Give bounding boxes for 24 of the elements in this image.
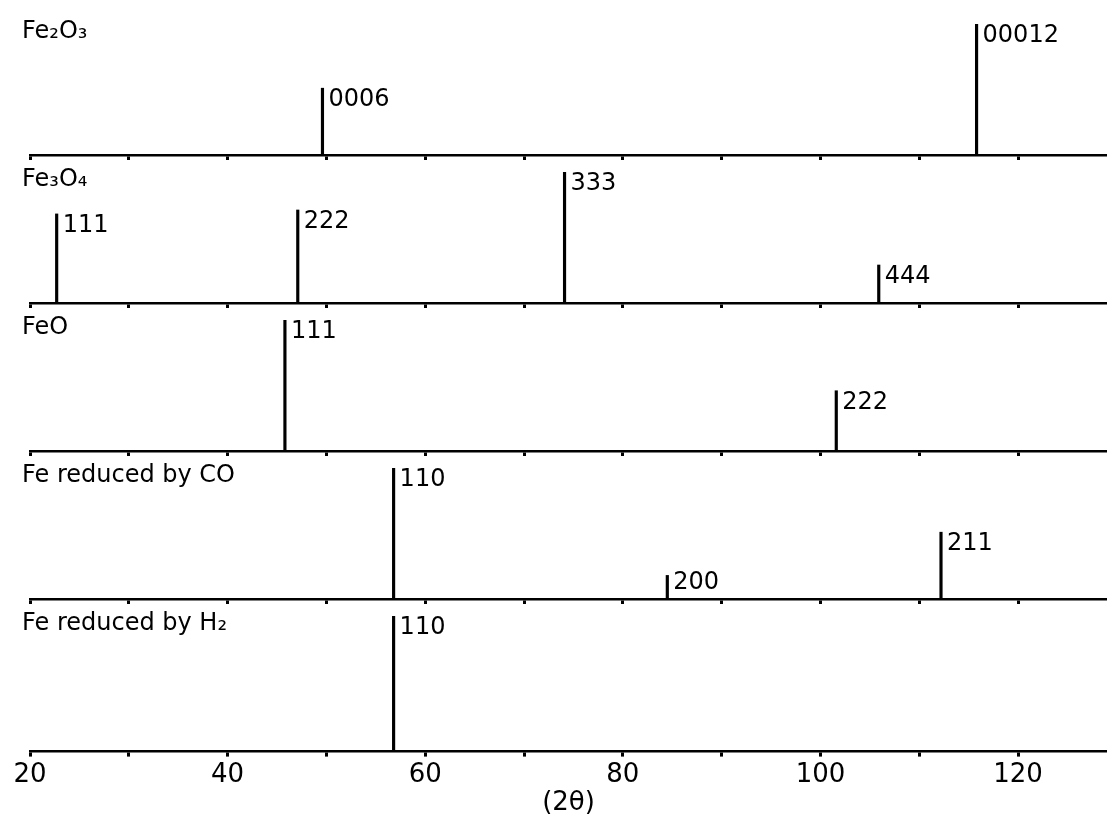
annotation: 444 — [884, 261, 931, 290]
x-tick-label: 100 — [795, 757, 846, 788]
x-tick-label: 60 — [408, 757, 442, 788]
x-tick-label: 120 — [993, 757, 1043, 788]
annotation: 111 — [62, 210, 109, 239]
annotation: 110 — [399, 464, 446, 493]
annotation: 0006 — [328, 84, 390, 113]
annotation: 00012 — [982, 20, 1059, 49]
x-tick-label: 40 — [211, 757, 245, 788]
annotation: 110 — [399, 612, 446, 641]
chart-title: FeO — [22, 312, 69, 340]
x-axis-title: (2θ) — [542, 786, 595, 817]
chart-title: Fe reduced by H₂ — [22, 608, 227, 636]
chart-title: Fe reduced by CO — [22, 460, 235, 488]
chart-title: Fe₃O₄ — [22, 164, 88, 192]
x-tick-label: 80 — [606, 757, 640, 788]
chart-title: Fe₂O₃ — [22, 16, 88, 44]
annotation: 222 — [842, 386, 889, 415]
annotation: 211 — [947, 528, 993, 557]
annotation: 111 — [290, 316, 337, 345]
annotation: 200 — [673, 567, 720, 596]
x-tick-label: 20 — [13, 757, 47, 788]
annotation: 222 — [303, 206, 350, 235]
annotation: 333 — [570, 168, 617, 197]
